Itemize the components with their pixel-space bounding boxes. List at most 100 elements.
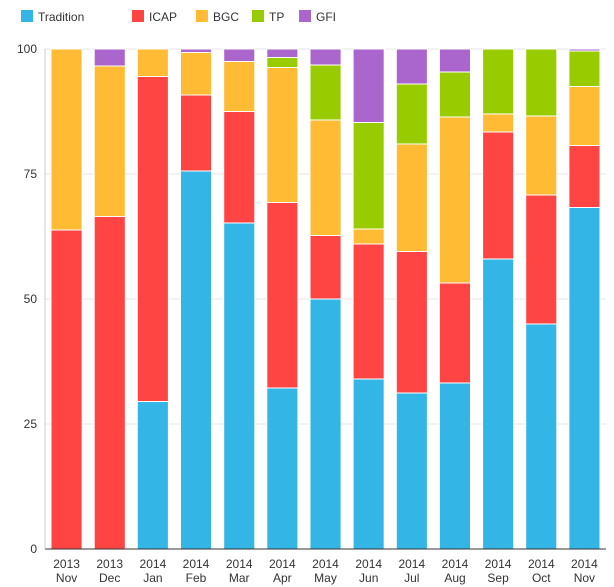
- bar-segment-bgc: [93, 65, 126, 217]
- bar-segment-tradition: [395, 392, 428, 550]
- bar-segment-tradition: [438, 382, 471, 550]
- y-tick-label: 25: [24, 417, 38, 431]
- bar-segment-gfi: [568, 48, 601, 52]
- bar-segment-bgc: [180, 52, 213, 96]
- legend-swatch-tradition: [21, 10, 33, 22]
- bar-segment-icap: [525, 194, 558, 325]
- bar-segment-icap: [352, 243, 385, 380]
- bar-segment-bgc: [482, 113, 515, 133]
- x-tick-year: 2014: [312, 557, 339, 571]
- bar-segment-gfi: [352, 48, 385, 123]
- x-tick-month: Jul: [404, 571, 419, 585]
- x-tick-month: Oct: [532, 571, 551, 585]
- x-tick-month: Aug: [444, 571, 465, 585]
- bar-segment-bgc: [568, 86, 601, 146]
- bar-segment-tp: [525, 48, 558, 117]
- legend-swatch-icap: [132, 10, 144, 22]
- bar-segment-icap: [309, 235, 342, 300]
- bar-segment-icap: [438, 282, 471, 384]
- x-tick-year: 2014: [398, 557, 425, 571]
- legend: Tradition ICAP BGC TP GFI: [21, 10, 336, 24]
- bar-segment-icap: [482, 131, 515, 260]
- x-axis-ticks: 2013Nov2013Dec2014Jan2014Feb2014Mar2014A…: [53, 557, 598, 585]
- legend-swatch-bgc: [196, 10, 208, 22]
- bar-segment-icap: [395, 251, 428, 394]
- x-tick-year: 2013: [53, 557, 80, 571]
- x-tick-year: 2014: [442, 557, 469, 571]
- bar-segment-gfi: [93, 48, 126, 67]
- x-tick-month: Nov: [574, 571, 595, 585]
- bar-segment-gfi: [266, 48, 299, 58]
- bar-segment-icap: [93, 216, 126, 550]
- bar-segment-tradition: [266, 387, 299, 550]
- legend-label-tradition: Tradition: [38, 10, 84, 24]
- legend-swatch-gfi: [299, 10, 311, 22]
- x-tick-year: 2014: [355, 557, 382, 571]
- bar-segment-gfi: [309, 48, 342, 66]
- x-tick-month: Feb: [186, 571, 207, 585]
- y-tick-label: 75: [24, 167, 38, 181]
- x-tick-year: 2014: [226, 557, 253, 571]
- bar-segment-icap: [180, 94, 213, 172]
- bar-segment-tp: [438, 71, 471, 118]
- axes: [44, 49, 606, 550]
- bar-segment-tradition: [180, 170, 213, 550]
- bar-segment-bgc: [223, 61, 256, 112]
- legend-label-gfi: GFI: [316, 10, 336, 24]
- bar-segment-gfi: [395, 48, 428, 85]
- x-tick-month: Mar: [229, 571, 250, 585]
- y-tick-label: 0: [30, 542, 37, 556]
- bar-segment-icap: [223, 111, 256, 224]
- legend-label-bgc: BGC: [213, 10, 239, 24]
- x-tick-year: 2014: [140, 557, 167, 571]
- bar-segment-bgc: [352, 228, 385, 245]
- x-tick-month: Jun: [359, 571, 378, 585]
- bar-segment-icap: [266, 202, 299, 389]
- bar-segment-tradition: [223, 222, 256, 550]
- bar-segment-tp: [309, 64, 342, 121]
- bar-segment-icap: [568, 145, 601, 208]
- x-tick-month: Jan: [143, 571, 162, 585]
- bar-segment-tradition: [309, 298, 342, 550]
- x-tick-month: May: [314, 571, 337, 585]
- bar-segment-tp: [482, 48, 515, 115]
- bar-segment-bgc: [50, 48, 83, 231]
- legend-swatch-tp: [252, 10, 264, 22]
- bar-segment-bgc: [525, 115, 558, 196]
- bar-segment-tradition: [136, 401, 169, 550]
- bar-segment-bgc: [266, 67, 299, 203]
- x-tick-year: 2013: [96, 557, 123, 571]
- bar-segment-gfi: [438, 48, 471, 73]
- bar-segment-tp: [266, 57, 299, 68]
- legend-label-tp: TP: [269, 10, 284, 24]
- bar-segment-tradition: [525, 323, 558, 550]
- bar-segment-gfi: [180, 48, 213, 53]
- bar-segment-bgc: [136, 48, 169, 77]
- bar-segment-tradition: [482, 258, 515, 550]
- bar-segment-bgc: [309, 119, 342, 236]
- x-tick-month: Apr: [273, 571, 292, 585]
- x-tick-year: 2014: [528, 557, 555, 571]
- bar-segment-tp: [395, 83, 428, 145]
- bar-segment-bgc: [438, 116, 471, 284]
- x-tick-year: 2014: [571, 557, 598, 571]
- bar-segment-tp: [352, 122, 385, 230]
- bars: [50, 48, 601, 550]
- x-tick-year: 2014: [183, 557, 210, 571]
- bar-segment-tradition: [352, 378, 385, 550]
- bar-segment-gfi: [223, 48, 256, 62]
- x-tick-month: Sep: [487, 571, 509, 585]
- bar-segment-icap: [50, 229, 83, 550]
- y-tick-label: 50: [24, 292, 38, 306]
- x-tick-month: Dec: [99, 571, 120, 585]
- bar-segment-icap: [136, 76, 169, 402]
- y-tick-label: 100: [17, 42, 37, 56]
- bar-segment-bgc: [395, 143, 428, 252]
- x-tick-month: Nov: [56, 571, 77, 585]
- x-tick-year: 2014: [269, 557, 296, 571]
- bar-segment-tp: [568, 50, 601, 87]
- bar-segment-tradition: [568, 207, 601, 550]
- legend-label-icap: ICAP: [149, 10, 177, 24]
